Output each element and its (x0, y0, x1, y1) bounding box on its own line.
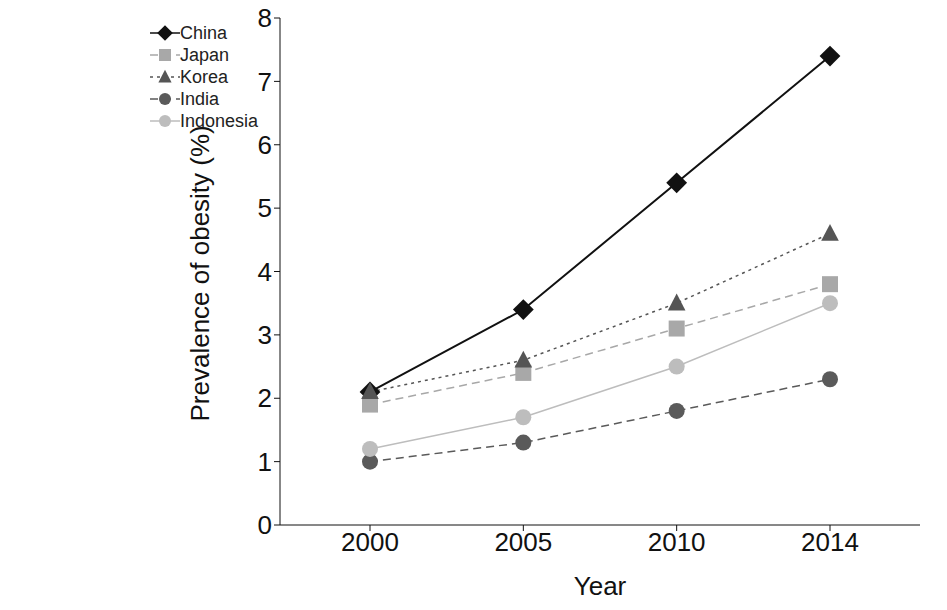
html-text:Indonesia: Indonesia (180, 111, 259, 131)
html-text:China: China (180, 23, 227, 43)
html-text:Japan: Japan (180, 45, 229, 65)
svg-text:Year: Year (574, 571, 627, 601)
svg-text:2010: 2010 (648, 527, 706, 557)
svg-text:8: 8 (258, 3, 272, 33)
html-text:Korea: Korea (180, 67, 228, 87)
svg-text:2: 2 (258, 383, 272, 413)
svg-text:4: 4 (258, 257, 272, 287)
svg-text:0: 0 (258, 510, 272, 540)
svg-text:2005: 2005 (494, 527, 552, 557)
svg-text:6: 6 (258, 130, 272, 160)
svg-text:1: 1 (258, 447, 272, 477)
svg-text:Prevalence of obesity (%): Prevalence of obesity (%) (185, 125, 215, 421)
svg-text:3: 3 (258, 320, 272, 350)
svg-text:7: 7 (258, 67, 272, 97)
svg-text:2000: 2000 (341, 527, 399, 557)
html-text:India: India (180, 89, 219, 109)
svg-text:5: 5 (258, 193, 272, 223)
svg-text:2014: 2014 (801, 527, 859, 557)
